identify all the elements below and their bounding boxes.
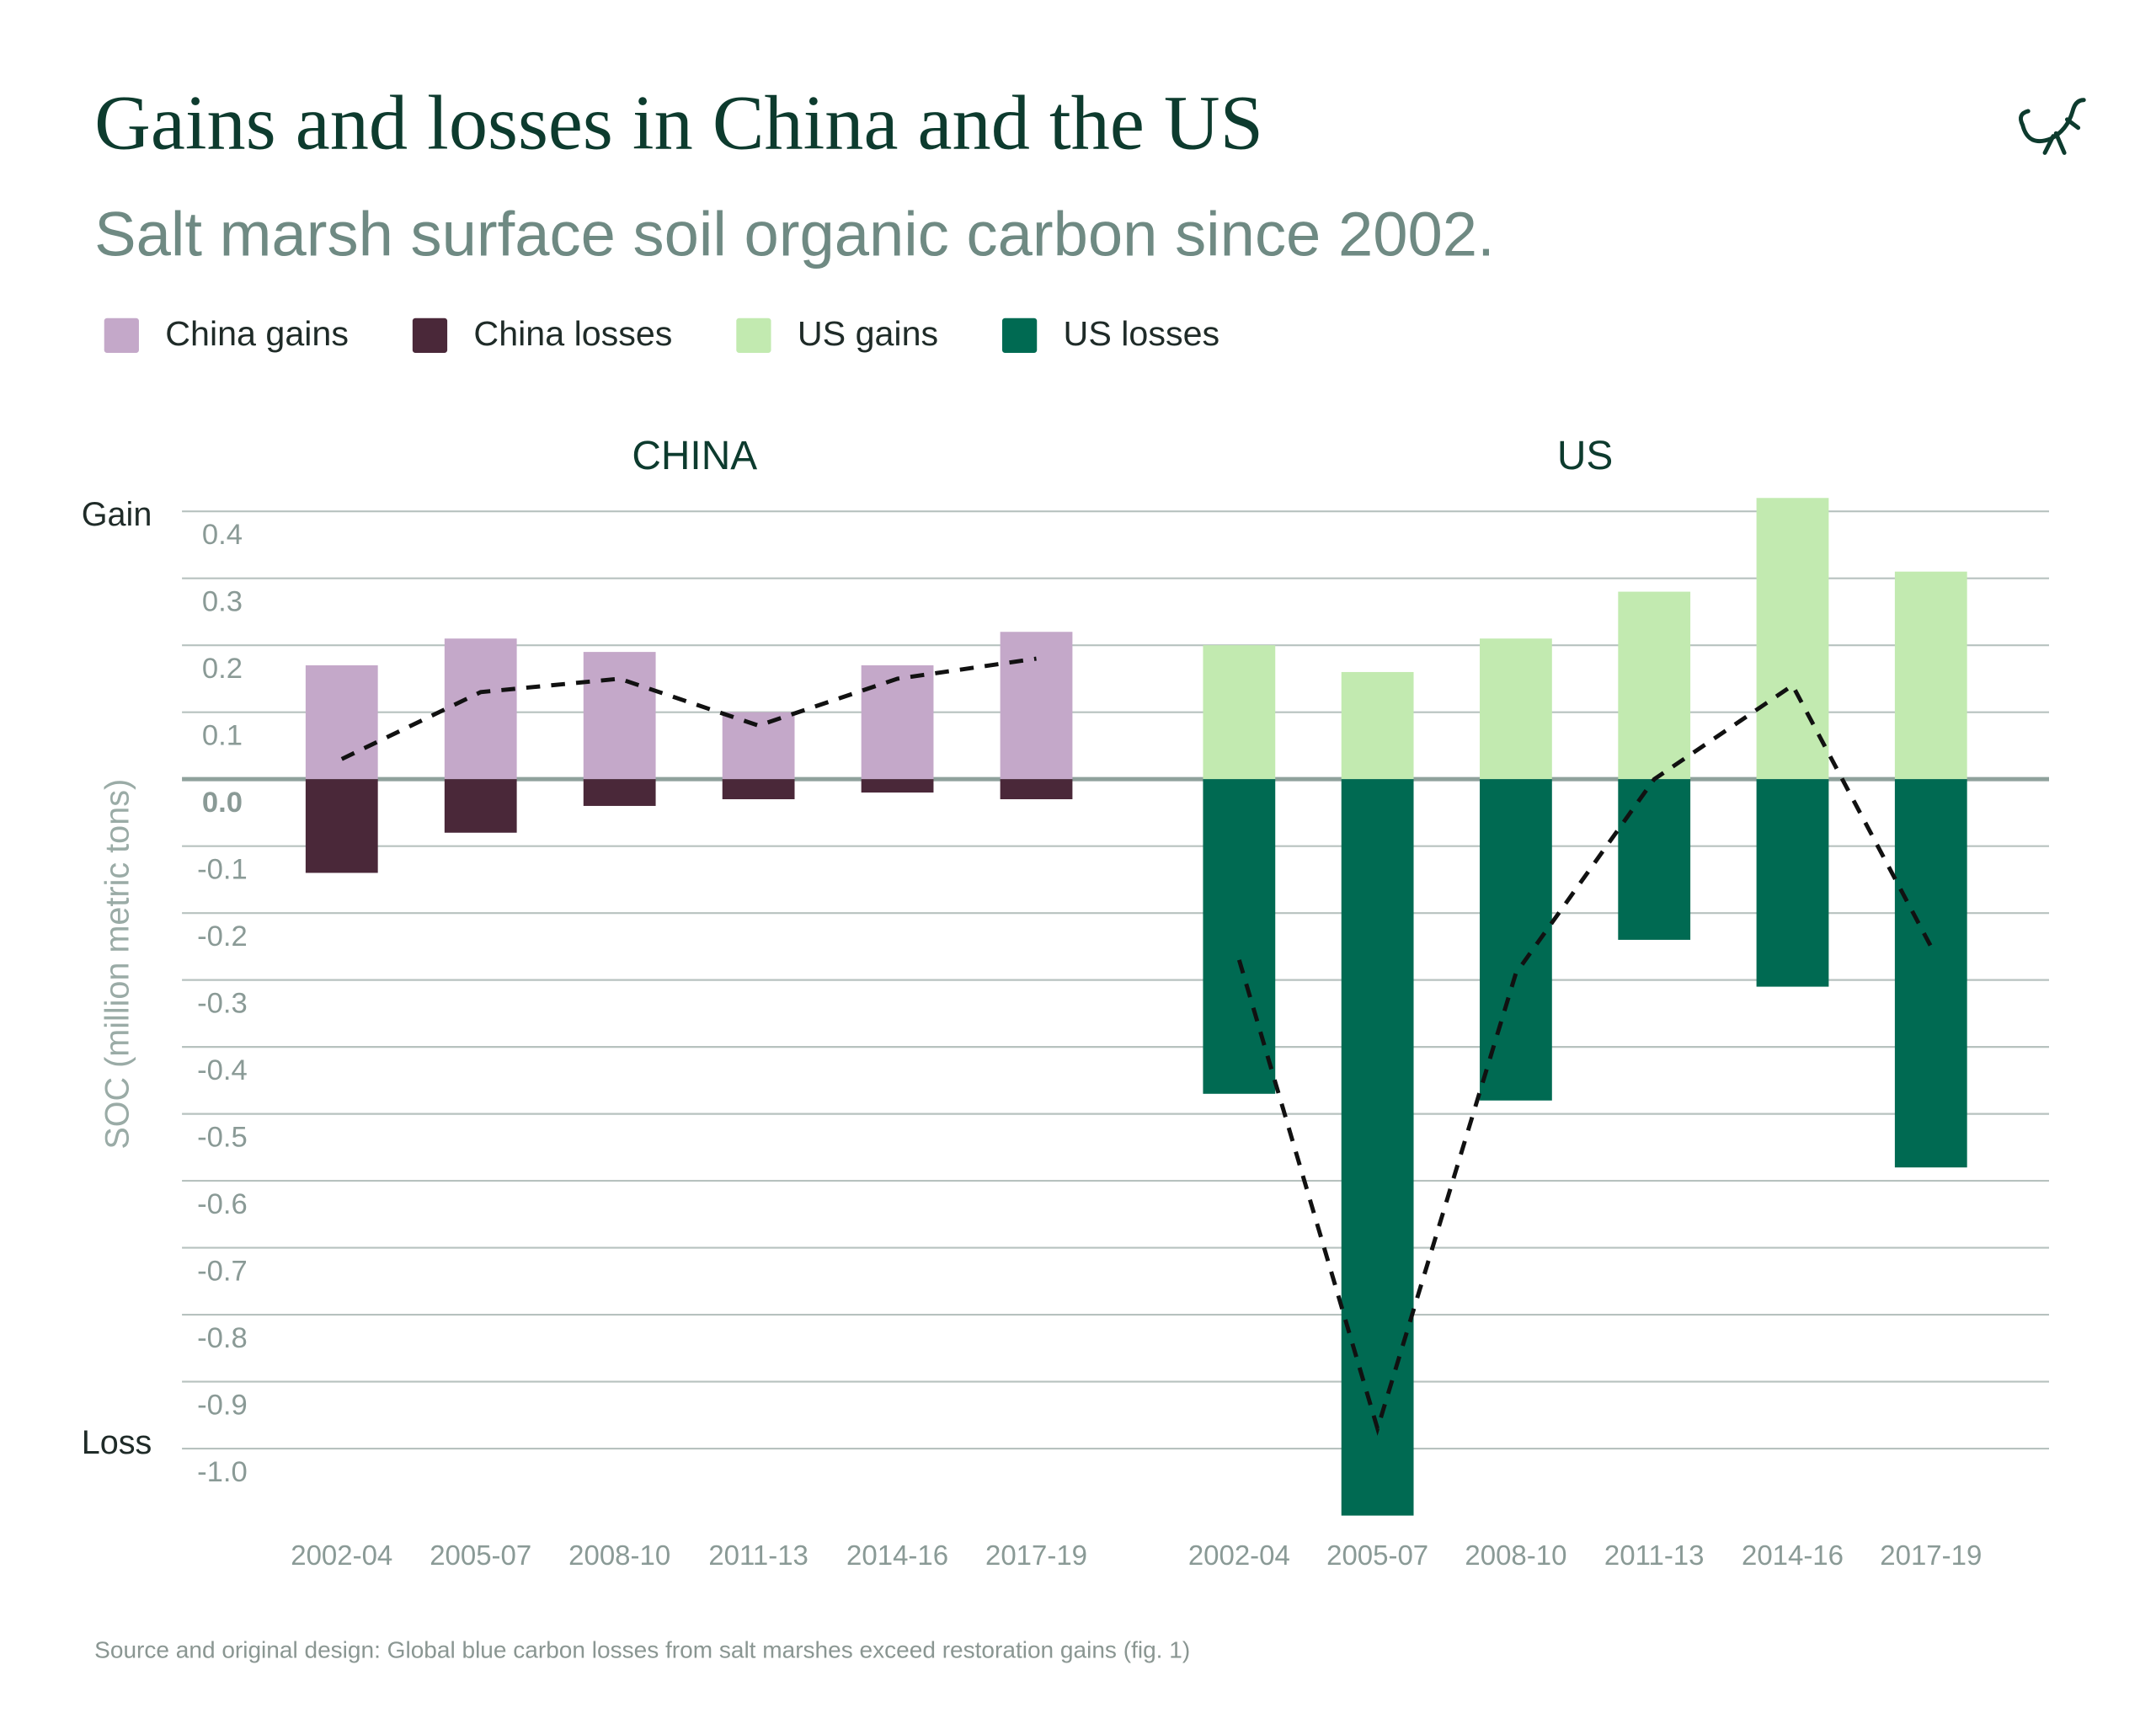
bar — [861, 665, 934, 780]
net-line — [340, 656, 1037, 761]
bar — [1894, 779, 1967, 1168]
gain-annotation: Gain — [82, 496, 152, 533]
y-tick-label: -0.4 — [197, 1054, 248, 1086]
bar — [1341, 671, 1414, 780]
bar — [305, 665, 378, 780]
x-tick-label: 2008-10 — [1465, 1540, 1566, 1571]
y-tick-label: -0.1 — [197, 853, 248, 885]
legend-swatch — [736, 318, 771, 353]
bar — [1000, 779, 1073, 799]
bar — [1203, 645, 1276, 780]
panel-title: US — [1557, 434, 1613, 478]
y-tick-label: 0.4 — [202, 519, 243, 551]
x-tick-label: 2005-07 — [430, 1540, 531, 1571]
y-tick-label: 0.0 — [202, 787, 243, 819]
bar — [722, 779, 795, 799]
bar — [444, 638, 517, 780]
bar — [1618, 591, 1691, 780]
legend-label: US losses — [1064, 314, 1220, 353]
legend-swatch — [412, 318, 448, 353]
bar — [583, 652, 656, 780]
x-tick-label: 2014-16 — [1742, 1540, 1844, 1571]
x-tick-label: 2011-13 — [1604, 1540, 1705, 1571]
bar — [583, 779, 656, 806]
bar — [444, 779, 517, 833]
x-tick-label: 2002-04 — [291, 1540, 392, 1571]
bar — [1894, 571, 1967, 780]
y-tick-label: -0.3 — [197, 987, 248, 1019]
x-tick-label: 2011-13 — [708, 1540, 808, 1571]
bar — [1480, 638, 1552, 780]
bar — [1000, 632, 1073, 780]
bar — [722, 712, 795, 780]
logo — [2019, 98, 2086, 155]
y-tick-label: -0.7 — [197, 1255, 248, 1287]
bar — [1756, 779, 1829, 987]
bar — [861, 779, 934, 793]
legend-label: US gains — [798, 314, 938, 353]
x-tick-label: 2017-19 — [1880, 1540, 1982, 1571]
x-tick-label: 2002-04 — [1188, 1540, 1290, 1571]
y-tick-label: -0.6 — [197, 1188, 248, 1220]
y-tick-label: -0.8 — [197, 1322, 248, 1354]
y-tick-label: -0.2 — [197, 921, 248, 953]
y-tick-label: 0.3 — [202, 585, 243, 617]
bar — [1341, 779, 1414, 1516]
x-tick-label: 2014-16 — [846, 1540, 948, 1571]
x-tick-label: 2005-07 — [1326, 1540, 1428, 1571]
y-tick-label: -1.0 — [197, 1456, 248, 1488]
legend-swatch — [1001, 318, 1038, 353]
bar — [305, 779, 378, 873]
panel-title: CHINA — [632, 434, 757, 478]
net-line — [1236, 682, 1933, 1436]
y-tick-label: 0.2 — [202, 653, 243, 685]
x-tick-label: 2017-19 — [985, 1540, 1087, 1571]
bar — [1618, 779, 1691, 940]
y-axis-label: SOC (million metric tons) — [99, 779, 136, 1150]
chart-subtitle: Salt marsh surface soil organic carbon s… — [94, 199, 1495, 269]
y-tick-label: 0.1 — [202, 719, 243, 751]
y-tick-label: -0.5 — [197, 1121, 248, 1153]
source-note: Source and original design: Global blue … — [94, 1637, 1190, 1663]
x-tick-label: 2008-10 — [568, 1540, 670, 1571]
loss-annotation: Loss — [82, 1424, 152, 1461]
bar — [1756, 498, 1829, 780]
legend-label: China gains — [165, 314, 349, 353]
legend-label: China losses — [473, 314, 672, 353]
y-tick-label: -0.9 — [197, 1389, 248, 1421]
legend-swatch — [104, 318, 139, 353]
bar — [1203, 779, 1276, 1094]
chart-title: Gains and losses in China and the US — [94, 79, 1263, 165]
